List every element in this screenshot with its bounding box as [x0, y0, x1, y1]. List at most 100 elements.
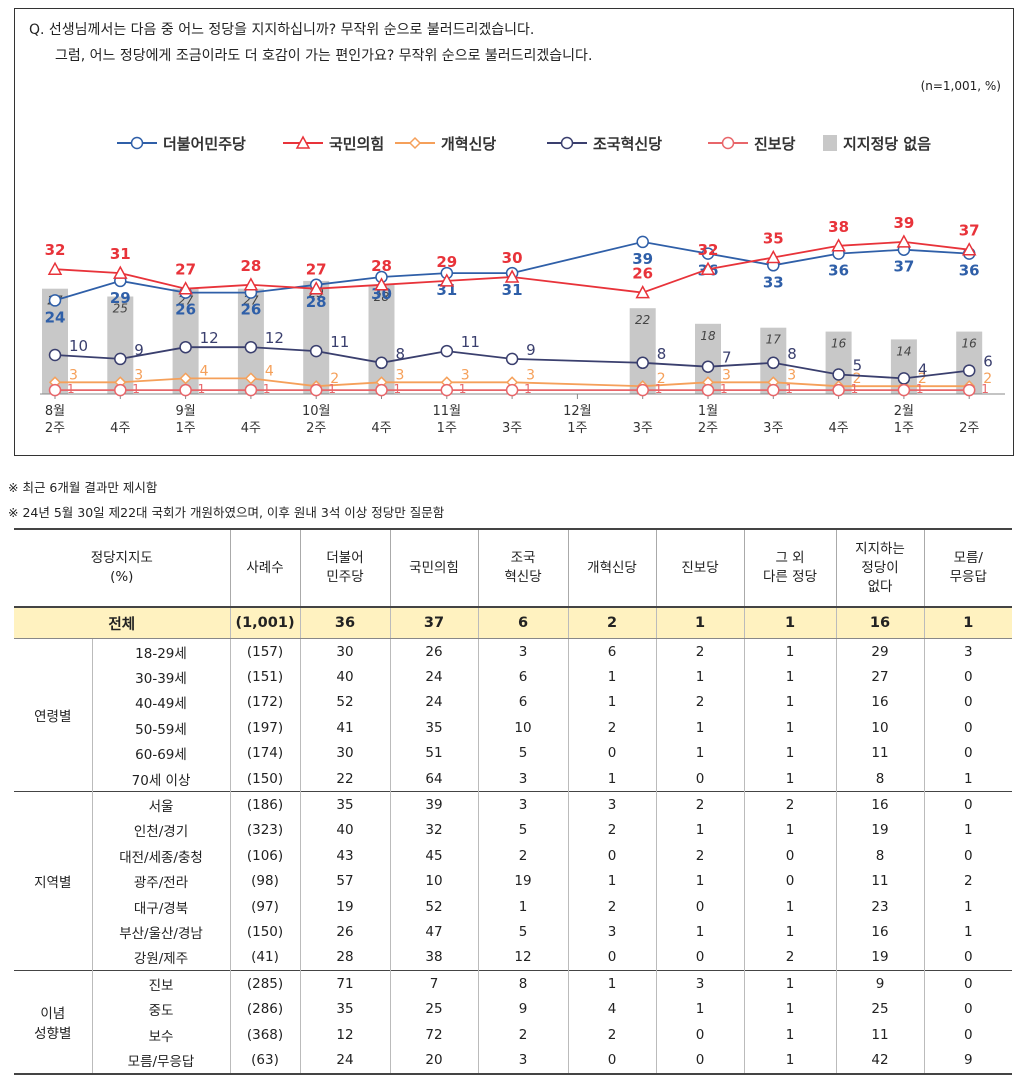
data-point — [308, 281, 324, 295]
table-cell: 52 — [389, 893, 479, 920]
table-cell: 1 — [923, 765, 1013, 792]
no-party-bar — [368, 284, 395, 394]
data-point — [244, 372, 257, 385]
table-cell: 2 — [477, 1021, 569, 1048]
row-label: 진보 — [91, 970, 231, 997]
table-cell: 1 — [923, 607, 1013, 639]
data-label: 1 — [394, 382, 402, 396]
data-point — [505, 383, 519, 397]
table-cell: 0 — [567, 740, 657, 766]
data-point — [505, 352, 519, 366]
point-marker — [701, 247, 715, 260]
table-row: 부산/울산/경남 (150) 26 47 5 3 1 1 16 1 — [14, 919, 1013, 945]
table-cell: 1 — [567, 689, 657, 716]
data-label: 32 — [698, 241, 719, 259]
table-cell: 0 — [923, 944, 1013, 971]
data-label: 9 — [526, 341, 536, 359]
point-marker — [309, 383, 323, 397]
table-header: 그 외 다른 정당 — [743, 528, 837, 608]
note-1: ※ 최근 6개월 결과만 제시함 — [8, 480, 158, 495]
table-cell: 6 — [567, 638, 657, 665]
table-cell: 0 — [655, 893, 745, 920]
point-marker — [832, 368, 845, 381]
table-cell: 3 — [477, 765, 569, 792]
data-point — [896, 234, 912, 248]
data-point — [766, 249, 781, 264]
row-label: 50-59세 — [91, 715, 231, 741]
table-cell: 40 — [299, 817, 391, 844]
point-marker — [505, 383, 519, 397]
x-tick-label: 10월 2주 — [302, 404, 331, 436]
data-label: 36 — [959, 262, 980, 280]
table-row: 중도 (286) 35 25 9 4 1 1 25 0 — [14, 996, 1013, 1022]
row-label: 18-29세 — [91, 638, 231, 665]
table-cell: 0 — [567, 944, 657, 971]
data-label: 30 — [502, 249, 523, 267]
point-marker — [961, 242, 977, 256]
data-label: 38 — [828, 218, 849, 236]
table-cell: 1 — [655, 664, 745, 690]
row-label: 광주/전라 — [91, 868, 231, 894]
table-row: 70세 이상 (150) 22 64 3 1 0 1 8 1 — [14, 765, 1013, 792]
data-label: 3 — [134, 367, 143, 383]
table-cell: 26 — [299, 919, 391, 945]
table-cell: 6 — [477, 607, 569, 639]
data-label: 4 — [200, 363, 209, 379]
table-cell: 1 — [743, 1047, 837, 1075]
point-marker — [244, 372, 257, 385]
data-label: 1 — [459, 382, 467, 396]
sample-count: (186) — [229, 791, 301, 818]
table-cell: 3 — [923, 638, 1013, 665]
point-marker — [767, 383, 780, 397]
table-cell: 1 — [655, 868, 745, 894]
x-tick-label: 2월 1주 — [894, 404, 914, 436]
table-cell: 1 — [743, 689, 837, 716]
point-marker — [375, 383, 388, 397]
no-party-bar-label: 18 — [700, 329, 716, 343]
data-label: 28 — [306, 293, 327, 311]
sample-count: (285) — [229, 970, 301, 997]
table-cell: 38 — [389, 944, 479, 971]
table-cell: 72 — [389, 1021, 479, 1048]
point-marker — [374, 277, 389, 291]
point-marker — [832, 383, 845, 397]
table-cell: 9 — [477, 996, 569, 1022]
table-header: 사례수 — [229, 528, 301, 608]
row-label: 중도 — [91, 996, 231, 1022]
row-label: 70세 이상 — [91, 765, 231, 792]
data-point — [440, 344, 454, 358]
data-label: 39 — [632, 250, 653, 268]
row-label: 대구/경북 — [91, 893, 231, 920]
point-marker — [636, 383, 649, 397]
table-cell: 12 — [299, 1021, 391, 1048]
table-row: 연령별 18-29세 (157) 30 26 3 6 2 1 29 3 — [14, 638, 1013, 725]
table-cell: 51 — [389, 740, 479, 766]
table-cell: 3 — [477, 1047, 569, 1075]
legend-marker-icon — [295, 135, 311, 149]
data-label: 1 — [851, 382, 859, 396]
sample-count: (63) — [229, 1047, 301, 1075]
data-point — [701, 247, 715, 260]
data-label: 8 — [657, 345, 667, 363]
x-tick-label: 8월 2주 — [45, 404, 65, 436]
table-cell: 35 — [299, 791, 391, 818]
table-cell: 32 — [389, 817, 479, 844]
point-marker — [48, 348, 62, 362]
row-label: 40-49세 — [91, 689, 231, 716]
table-cell: 0 — [923, 689, 1013, 716]
table-cell: 0 — [567, 843, 657, 869]
table-cell: 9 — [835, 970, 925, 997]
point-marker — [962, 364, 976, 377]
table-cell: 1 — [567, 970, 657, 997]
table-cell: 1 — [743, 740, 837, 766]
data-label: 1 — [981, 382, 989, 396]
table-cell: 1 — [743, 919, 837, 945]
no-party-bar-label: 14 — [896, 344, 911, 358]
legend-label: 개혁신당 — [441, 135, 496, 153]
data-label: 1 — [328, 382, 336, 396]
table-row: 40-49세 (172) 52 24 6 1 2 1 16 0 — [14, 689, 1013, 716]
point-marker — [244, 340, 258, 354]
table-cell: 40 — [299, 664, 391, 690]
table-cell: 10 — [835, 715, 925, 741]
table-cell: 1 — [567, 868, 657, 894]
